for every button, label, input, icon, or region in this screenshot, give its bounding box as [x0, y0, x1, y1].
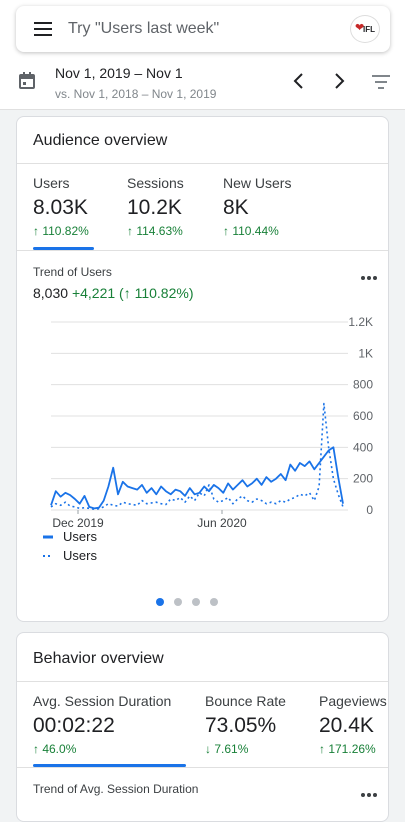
divider — [17, 767, 388, 768]
divider — [17, 681, 388, 682]
metric-bounce-rate[interactable]: Bounce Rate 73.05% ↓ 7.61% — [205, 693, 286, 756]
more-options-icon[interactable] — [361, 793, 379, 799]
metric-label: New Users — [223, 175, 292, 191]
y-tick-label: 400 — [353, 440, 373, 454]
trend-delta: +4,221 — [71, 285, 116, 301]
chevron-left-icon[interactable] — [292, 72, 306, 90]
logo-text: IFL — [363, 25, 375, 34]
x-tick-label: Jun 2020 — [197, 516, 247, 530]
metric-sessions[interactable]: Sessions 10.2K ↑ 114.63% — [127, 175, 184, 238]
metric-value: 20.4K — [319, 714, 374, 737]
top-bar: Try "Users last week" ❤ IFL Nov 1, 2019 … — [0, 0, 405, 110]
carousel-dot[interactable] — [210, 598, 218, 606]
account-avatar[interactable]: ❤ IFL — [350, 15, 380, 43]
metric-label: Users — [33, 175, 70, 191]
trend-percent: (↑ 110.82%) — [119, 285, 194, 301]
x-tick-label: Dec 2019 — [52, 516, 104, 530]
metric-users[interactable]: Users 8.03K ↑ 110.82% — [33, 175, 89, 238]
y-tick-label: 1K — [358, 346, 373, 360]
metric-value: 00:02:22 — [33, 714, 115, 737]
legend-swatch-dotted — [43, 555, 53, 557]
date-compare: vs. Nov 1, 2018 – Nov 1, 2019 — [55, 87, 217, 101]
metric-change: ↑ 110.82% — [33, 224, 89, 238]
metric-change: ↑ 110.44% — [223, 224, 279, 238]
y-tick-label: 1.2K — [348, 315, 373, 329]
heart-icon: ❤ — [355, 22, 365, 34]
divider — [17, 163, 388, 164]
legend-label: Users — [63, 548, 97, 563]
trend-title: Trend of Avg. Session Duration — [33, 782, 199, 796]
selected-tab-indicator — [33, 764, 186, 767]
filter-icon[interactable] — [372, 75, 390, 89]
metric-label: Avg. Session Duration — [33, 693, 172, 709]
metric-value: 10.2K — [127, 196, 182, 219]
trend-title: Trend of Users — [33, 265, 112, 279]
series-line-current — [50, 446, 344, 510]
carousel-dot[interactable] — [156, 598, 164, 606]
y-tick-label: 200 — [353, 472, 373, 486]
y-tick-label: 0 — [366, 503, 373, 517]
behavior-overview-card: Behavior overview Avg. Session Duration … — [16, 632, 389, 822]
metric-value: 8K — [223, 196, 249, 219]
more-options-icon[interactable] — [361, 276, 379, 282]
audience-overview-card: Audience overview Users 8.03K ↑ 110.82% … — [16, 116, 389, 622]
metric-pageviews[interactable]: Pageviews 20.4K ↑ 171.26% — [319, 693, 387, 756]
calendar-icon[interactable] — [19, 72, 35, 89]
divider — [17, 250, 388, 251]
carousel-dot[interactable] — [192, 598, 200, 606]
search-input[interactable]: Try "Users last week" — [68, 20, 220, 37]
metric-change: ↑ 114.63% — [127, 224, 183, 238]
card-title: Audience overview — [33, 132, 168, 149]
legend-label: Users — [63, 529, 97, 544]
chevron-right-icon[interactable] — [332, 72, 346, 90]
metric-new-users[interactable]: New Users 8K ↑ 110.44% — [223, 175, 291, 238]
users-trend-chart: 0 200 400 600 800 1K 1.2K Dec 2019 Jun 2020 — [50, 315, 373, 530]
search-bar[interactable]: Try "Users last week" ❤ IFL — [16, 6, 390, 52]
metric-change: ↑ 46.0% — [33, 742, 77, 756]
carousel-dot[interactable] — [174, 598, 182, 606]
metric-change: ↓ 7.61% — [205, 742, 249, 756]
selected-tab-indicator — [33, 247, 94, 250]
metric-value: 73.05% — [205, 714, 277, 737]
hamburger-menu-icon[interactable] — [34, 22, 52, 36]
metric-value: 8.03K — [33, 196, 88, 219]
metric-label: Bounce Rate — [205, 693, 286, 709]
date-range[interactable]: Nov 1, 2019 – Nov 1 — [55, 65, 183, 81]
card-title: Behavior overview — [33, 650, 164, 667]
metric-label: Pageviews — [319, 693, 387, 709]
y-tick-label: 800 — [353, 378, 373, 392]
carousel-indicator[interactable] — [156, 598, 236, 608]
metric-avg-session-duration[interactable]: Avg. Session Duration 00:02:22 ↑ 46.0% — [33, 693, 171, 756]
metric-label: Sessions — [127, 175, 184, 191]
trend-value: 8,030 — [33, 285, 69, 301]
trend-summary: 8,030 +4,221 (↑ 110.82%) — [33, 285, 194, 301]
metric-change: ↑ 171.26% — [319, 742, 376, 756]
y-tick-label: 600 — [353, 409, 373, 423]
legend-swatch-solid — [43, 535, 53, 539]
